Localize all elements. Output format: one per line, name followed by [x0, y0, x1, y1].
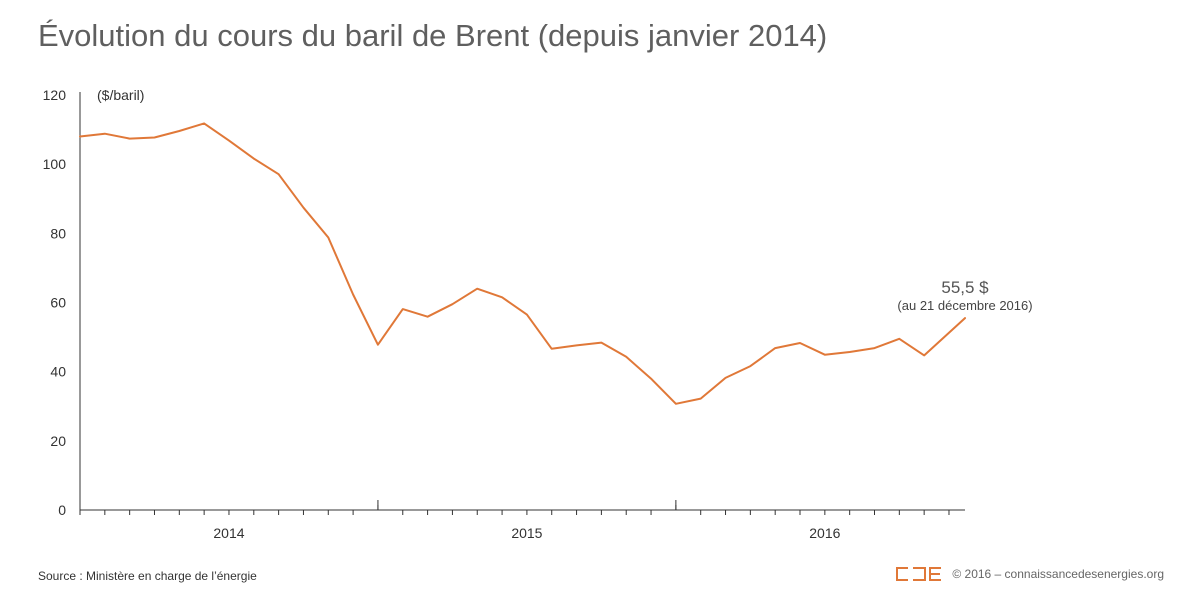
y-tick-label: 0 — [58, 502, 66, 518]
y-tick-label: 40 — [50, 364, 66, 380]
last-value-date-annotation: (au 21 décembre 2016) — [897, 298, 1032, 313]
footer-credits: © 2016 – connaissancedesenergies.org — [896, 567, 1164, 581]
x-year-label: 2016 — [809, 525, 840, 541]
source-note: Source : Ministère en charge de l’énergi… — [38, 569, 257, 583]
y-tick-label: 100 — [43, 156, 67, 172]
x-axis: 2014 2015 2016 — [79, 500, 965, 541]
copyright-text: © 2016 – connaissancedesenergies.org — [952, 567, 1164, 581]
last-value-annotation: 55,5 $ — [941, 278, 989, 297]
series-brent — [79, 122, 966, 405]
x-year-label: 2015 — [511, 525, 542, 541]
y-tick-label: 120 — [43, 87, 67, 103]
y-axis-unit-label: ($/baril) — [97, 87, 144, 103]
page-title: Évolution du cours du baril de Brent (de… — [38, 18, 828, 53]
series-line — [79, 122, 966, 405]
x-year-label: 2014 — [213, 525, 244, 541]
y-axis: 0 20 40 60 80 100 120 — [43, 87, 81, 518]
y-tick-label: 20 — [50, 433, 66, 449]
y-tick-label: 80 — [50, 225, 66, 241]
y-tick-label: 60 — [50, 295, 66, 311]
cde-logo — [896, 567, 942, 581]
